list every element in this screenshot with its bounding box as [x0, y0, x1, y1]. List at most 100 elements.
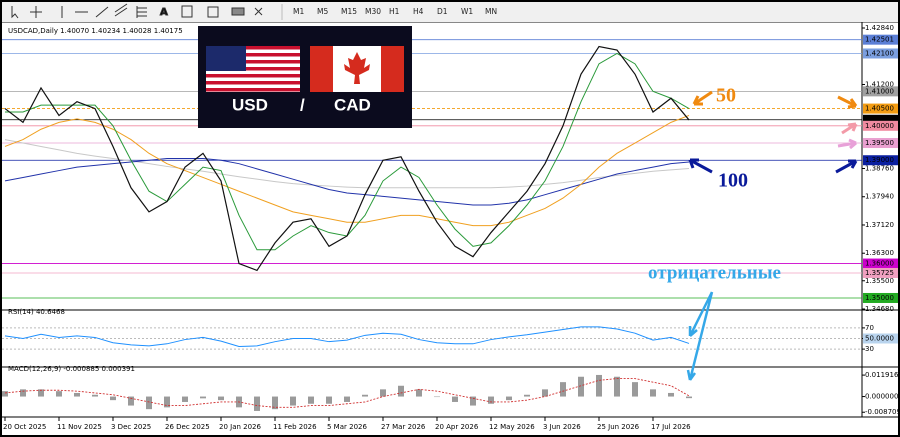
- timeframe-button[interactable]: M5: [317, 7, 328, 16]
- y-tick-label: 1.37940: [865, 193, 894, 201]
- y-tick-label: 1.37120: [865, 221, 894, 229]
- y-tick-label: 0.000000: [865, 393, 898, 401]
- timeframe-button[interactable]: W1: [461, 7, 473, 16]
- histogram-bar: [92, 394, 98, 397]
- x-tick-label: 20 Oct 2025: [3, 423, 46, 431]
- histogram-bar: [56, 391, 62, 397]
- level-label: 1.40500: [865, 105, 894, 113]
- base-currency: USD: [232, 95, 268, 114]
- maple-leaf: [344, 52, 370, 84]
- y-tick-label: 1.36300: [865, 249, 894, 257]
- y-tick-label: -0.008709: [865, 408, 900, 416]
- level-label-bg: [863, 258, 898, 269]
- x-tick-label: 5 Mar 2026: [327, 423, 367, 431]
- channel-tool[interactable]: [114, 3, 128, 17]
- annotation: отрицательные: [648, 262, 781, 283]
- histogram-bar: [74, 392, 80, 397]
- timeframe-button[interactable]: M15: [341, 7, 357, 16]
- annotation: 100: [718, 170, 748, 192]
- timeframe-button[interactable]: MN: [485, 7, 497, 16]
- histogram-bar: [542, 389, 548, 397]
- histogram-bar: [614, 376, 620, 397]
- histogram-bar: [380, 389, 386, 397]
- x-tick-label: 12 May 2026: [489, 423, 535, 431]
- x-tick-label: 11 Feb 2026: [273, 423, 317, 431]
- us-flag: [206, 46, 300, 92]
- histogram-bar: [362, 394, 368, 397]
- level-label: 1.42100: [865, 49, 894, 57]
- series-line: [4, 45, 690, 272]
- quote-currency: CAD: [334, 95, 371, 114]
- toolbar: [2, 2, 898, 22]
- timeframe-button[interactable]: H1: [389, 7, 400, 16]
- arrow: [688, 158, 713, 174]
- timeframes: M1 M5 M15 M30 H1 H4 D1 W1 MN: [293, 7, 497, 16]
- cursor-tool[interactable]: [11, 6, 19, 19]
- arrow: [692, 90, 713, 106]
- currency-image: USD / CAD: [198, 26, 412, 128]
- us-stripes: [206, 46, 300, 92]
- histogram-bar: [650, 389, 656, 397]
- trendline-tool[interactable]: [95, 6, 109, 18]
- label-tool[interactable]: [181, 5, 193, 18]
- panel-title: MACD(12,26,9) -0.000885 0.000391: [8, 365, 135, 373]
- us-canton: [206, 46, 246, 71]
- arrows-tool[interactable]: [254, 7, 263, 16]
- timeframe-button[interactable]: D1: [437, 7, 448, 16]
- level-label: 1.35000: [865, 294, 894, 302]
- annotations: 50 100 отрицательные: [648, 85, 858, 381]
- arrow: [686, 291, 714, 381]
- tick-label-bg: [863, 333, 898, 344]
- histogram-bar: [344, 396, 350, 402]
- level-label-bg: [863, 114, 898, 125]
- timeframe-button[interactable]: M1: [293, 7, 304, 16]
- border: [2, 22, 898, 23]
- arrow: [835, 159, 858, 174]
- histogram-bar: [416, 389, 422, 397]
- histogram-bar: [668, 392, 674, 397]
- level-label-bg: [863, 120, 898, 131]
- level-label: 1.40175: [865, 116, 894, 124]
- fibo-tool[interactable]: [136, 6, 147, 18]
- level-label-bg: [863, 103, 898, 114]
- timeframe-button[interactable]: H4: [413, 7, 424, 16]
- level-label: 1.41000: [865, 87, 894, 95]
- histogram-bar: [146, 396, 152, 410]
- histogram-bar: [524, 394, 530, 397]
- x-tick-label: 17 Jul 2026: [651, 423, 691, 431]
- histogram-bar: [308, 396, 314, 404]
- histogram-bar: [218, 396, 224, 401]
- arrow: [837, 138, 857, 150]
- panel-title: USDCAD,Daily 1.40070 1.40234 1.40028 1.4…: [8, 27, 183, 35]
- histogram-bar: [128, 396, 134, 406]
- histogram-bar: [452, 396, 458, 402]
- y-tick-label: 0.011916: [865, 371, 899, 379]
- annotation: 50: [716, 85, 736, 107]
- text-tool[interactable]: A: [160, 7, 169, 19]
- x-tick-label: 25 Jun 2026: [597, 423, 640, 431]
- histogram-bar: [488, 396, 494, 404]
- histogram-bar: [506, 396, 512, 401]
- histogram-bar: [578, 376, 584, 397]
- histogram-bar: [272, 396, 278, 410]
- toolbar-icons: A: [11, 3, 283, 20]
- arrow: [837, 95, 858, 109]
- main-panel: USDCAD,Daily 1.40070 1.40234 1.40028 1.4…: [2, 24, 900, 431]
- x-tick-label: 26 Dec 2025: [165, 423, 210, 431]
- x-tick-label: 3 Jun 2026: [543, 423, 581, 431]
- level-label: 1.36000: [865, 260, 894, 268]
- x-tick-label: 3 Dec 2025: [111, 423, 151, 431]
- level-label: 1.35725: [865, 269, 894, 277]
- crosshair-tool[interactable]: [30, 6, 42, 18]
- y-tick-label: 1.34680: [865, 305, 894, 313]
- shapes-tool[interactable]: [207, 6, 219, 18]
- timeframe-button[interactable]: M30: [365, 7, 381, 16]
- series-line: [4, 378, 690, 408]
- histogram-bar: [2, 391, 8, 397]
- x-tick-label: 27 Mar 2026: [381, 423, 426, 431]
- period-tool[interactable]: [231, 7, 245, 16]
- histogram-bar: [398, 385, 404, 397]
- level-label-bg: [863, 138, 898, 149]
